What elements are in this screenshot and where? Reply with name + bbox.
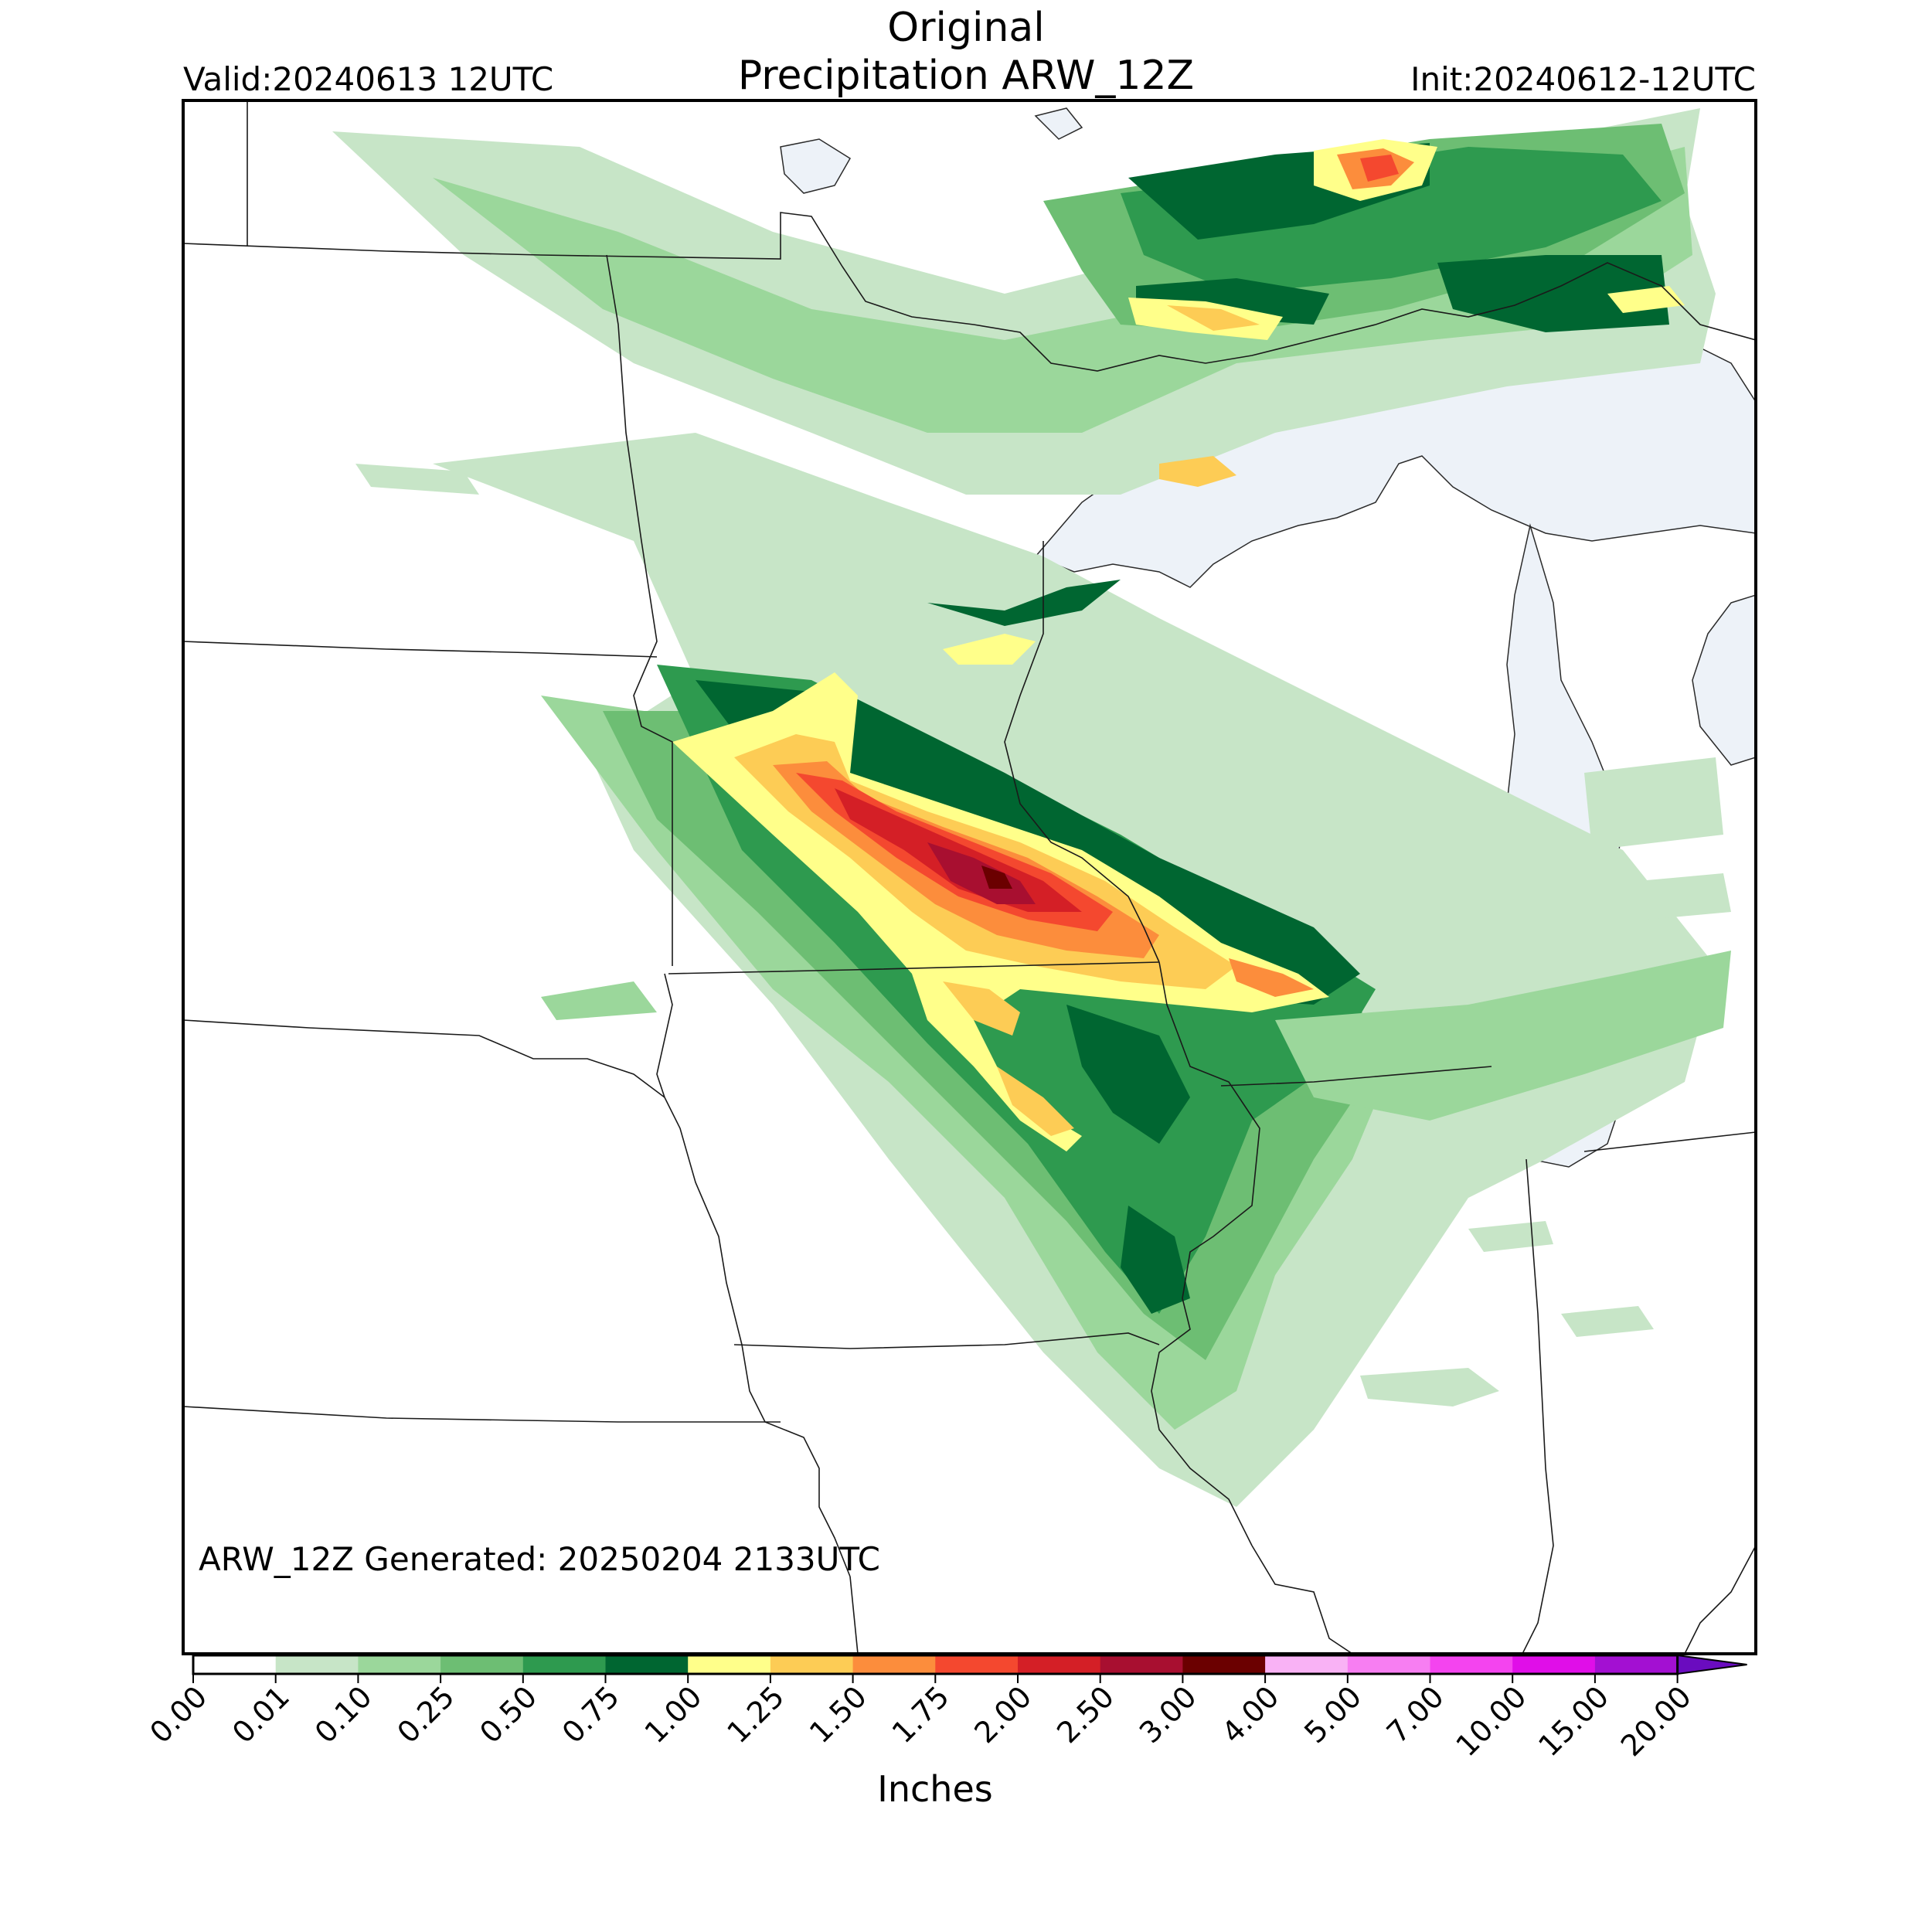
colorbar-tick-label: 20.00 — [1614, 1679, 1698, 1763]
colorbar-extend-arrow — [1676, 1654, 1747, 1675]
colorbar-label: Inches — [877, 1768, 993, 1810]
colorbar-tick-label: 0.00 — [143, 1679, 213, 1750]
colorbar-segment — [1265, 1655, 1349, 1674]
ne-ia-missouri-river — [664, 1097, 851, 1577]
colorbar-tick-label: 7.00 — [1380, 1679, 1451, 1750]
sd-ne-border — [183, 1019, 665, 1098]
valid-time-label: Valid:20240613 12UTC — [183, 60, 554, 98]
colorbar-segment — [1594, 1655, 1679, 1674]
colorbar-tick-label: 10.00 — [1450, 1679, 1533, 1763]
title-line-1: Original — [887, 5, 1045, 51]
ia-mo-border — [733, 1332, 1160, 1349]
michigan-ohio — [1684, 1545, 1756, 1654]
mn-west-border — [606, 254, 673, 966]
mn-wi-border — [1004, 541, 1160, 963]
il-in-border — [1522, 1158, 1554, 1654]
colorbar-segment — [1018, 1655, 1101, 1674]
map-frame — [182, 99, 1757, 1655]
colorbar-tick-label: 3.00 — [1133, 1679, 1203, 1750]
colorbar-tick-label: 2.50 — [1050, 1679, 1121, 1750]
colorbar-segment — [522, 1655, 606, 1674]
lake-of-the-woods — [780, 138, 852, 194]
colorbar-tick-label: 15.00 — [1532, 1679, 1615, 1763]
boundaries — [183, 100, 1756, 1654]
colorbar-tick-label: 0.10 — [308, 1679, 379, 1750]
colorbar-segment — [275, 1655, 359, 1674]
colorbar-segment — [688, 1655, 771, 1674]
colorbar-segment — [358, 1655, 441, 1674]
colorbar-tick-label: 4.00 — [1216, 1679, 1286, 1750]
colorbar-tick-label: 5.00 — [1298, 1679, 1368, 1750]
colorbar-segment — [605, 1655, 689, 1674]
generated-note: ARW_12Z Generated: 20250204 2133UTC — [199, 1540, 880, 1578]
sd-ia-border — [656, 973, 673, 1098]
colorbar-tick-label: 1.25 — [720, 1679, 791, 1750]
lake-winnipeg-fragment — [1034, 107, 1083, 140]
colorbar-segment — [1430, 1655, 1513, 1674]
title-line-2: Precipitation ARW_12Z — [737, 53, 1195, 99]
wi-il-border — [1220, 1066, 1492, 1087]
colorbar-segment — [1100, 1655, 1183, 1674]
ia-il-border — [1151, 961, 1260, 1546]
colorbar-segment — [935, 1655, 1019, 1674]
lake-huron — [1692, 594, 1756, 766]
ks-mo-border — [849, 1576, 859, 1654]
precipitation-field — [332, 108, 1731, 1507]
canada-us-border — [183, 212, 1756, 372]
colorbar: 0.00 0.01 0.10 0.25 0.50 0.75 1.00 1.25 1.50 1.75… — [143, 1654, 1747, 1763]
colorbar-segment — [852, 1655, 936, 1674]
ks-ne-border — [183, 1406, 781, 1423]
colorbar-tick-label: 1.50 — [803, 1679, 873, 1750]
init-time-label: Init:20240612-12UTC — [1410, 60, 1756, 98]
map-content: ARW_12Z Generated: 20250204 2133UTC — [183, 100, 1756, 1654]
colorbar-tick-label: 0.75 — [556, 1679, 626, 1750]
in-oh-border — [1583, 1131, 1756, 1152]
colorbar-tick-label: 0.50 — [473, 1679, 543, 1750]
colorbar-segment — [770, 1655, 854, 1674]
colorbar-segment — [193, 1655, 277, 1674]
colorbar-tick-label: 0.25 — [391, 1679, 461, 1750]
colorbar-tick-label: 2.00 — [968, 1679, 1038, 1750]
colorbar-segment — [440, 1655, 524, 1674]
mn-ia-border — [668, 961, 1160, 975]
colorbar-tick-label: 0.01 — [226, 1679, 296, 1750]
colorbar-tick-label: 1.00 — [638, 1679, 709, 1750]
colorbar-segment — [1512, 1655, 1596, 1674]
nd-sd-border — [183, 641, 658, 658]
mo-il-mississippi — [1251, 1545, 1353, 1654]
colorbar-segment — [1182, 1655, 1266, 1674]
colorbar-tick-label: 1.75 — [886, 1679, 956, 1750]
colorbar-segment — [1347, 1655, 1430, 1674]
